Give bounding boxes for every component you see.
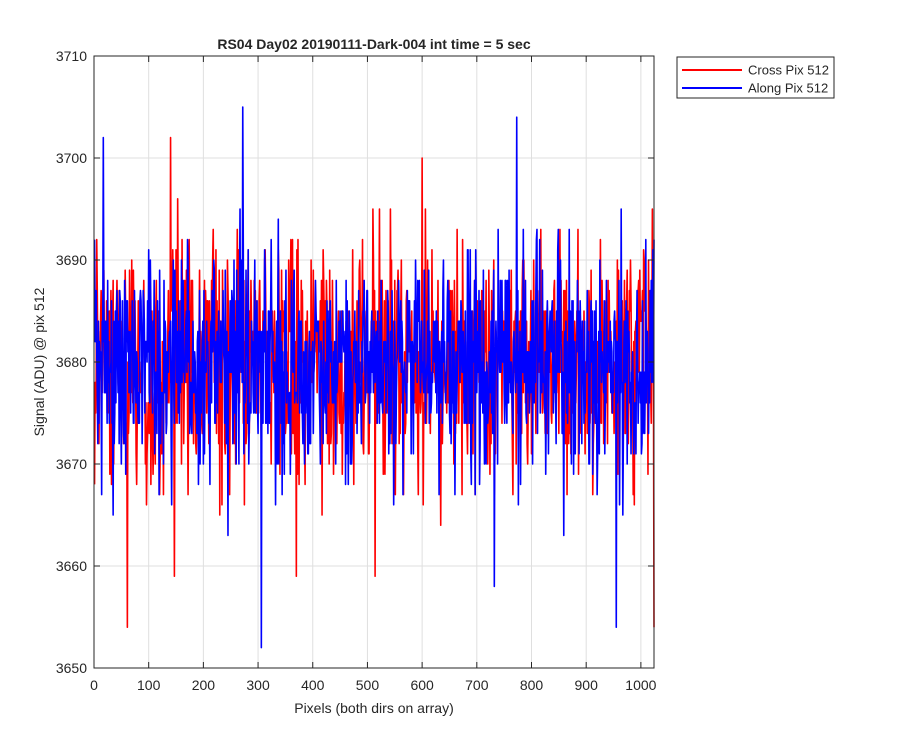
legend-box: [676, 56, 835, 99]
y-tick-label: 3700: [56, 150, 87, 166]
y-tick-label: 3710: [56, 48, 87, 64]
x-tick-label: 400: [301, 677, 325, 693]
x-tick-label: 200: [192, 677, 216, 693]
y-tick-label: 3660: [56, 558, 87, 574]
x-tick-label: 700: [465, 677, 489, 693]
x-tick-label: 600: [410, 677, 434, 693]
x-tick-label: 1000: [625, 677, 656, 693]
series-line-along-pix-512: [93, 106, 655, 649]
x-tick-label: 800: [520, 677, 544, 693]
y-tick-label: 3690: [56, 252, 87, 268]
x-tick-label: 900: [575, 677, 599, 693]
y-tick-label: 3680: [56, 354, 87, 370]
series-layer: [93, 106, 655, 649]
chart-title: RS04 Day02 20190111-Dark-004 int time = …: [217, 36, 530, 52]
y-tick-label: 3650: [56, 660, 87, 676]
x-tick-label: 500: [356, 677, 380, 693]
y-tick-label: 3670: [56, 456, 87, 472]
legend-label-along: Along Pix 512: [748, 81, 828, 96]
y-axis-label: Signal (ADU) @ pix 512: [31, 287, 47, 436]
ticks: 0 100 200 300 400 500 600 700 800 900 1000 3650 3660…: [56, 48, 657, 693]
x-tick-label: 0: [90, 677, 98, 693]
x-tick-label: 100: [137, 677, 161, 693]
legend: Cross Pix 512 Along Pix 512: [676, 56, 835, 99]
x-axis-label: Pixels (both dirs on array): [294, 700, 454, 716]
x-tick-label: 300: [246, 677, 270, 693]
legend-label-cross: Cross Pix 512: [748, 63, 829, 78]
